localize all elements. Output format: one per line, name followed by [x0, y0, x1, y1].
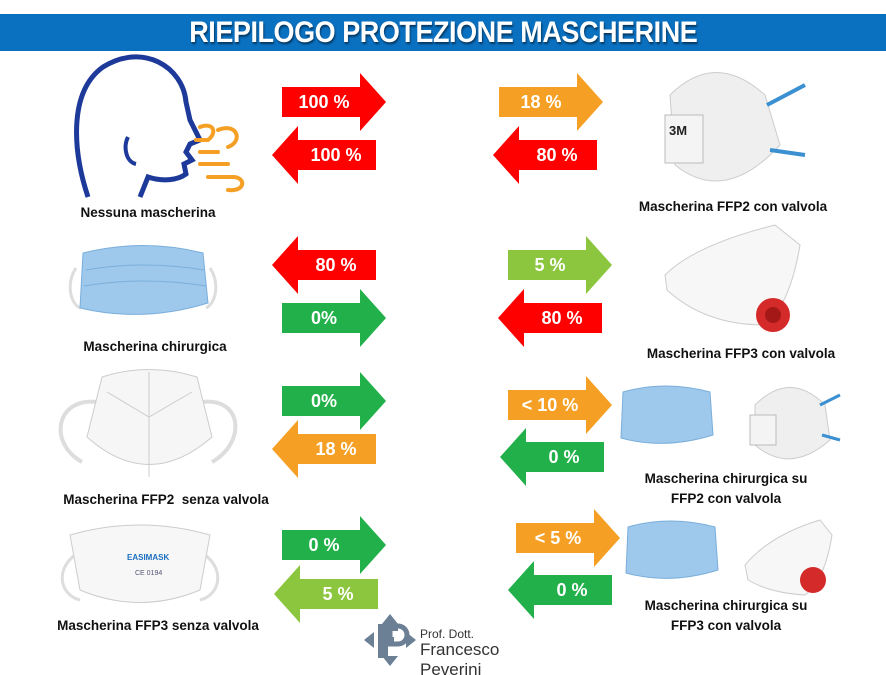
label-ffp3-valve: Mascherina FFP3 con valvola	[646, 346, 836, 361]
arrow-out: 100 %	[282, 73, 386, 131]
label-surgical-on-ffp3: Mascherina chirurgica su FFP3 con valvola	[644, 598, 808, 633]
arrow-in: 80 %	[493, 126, 597, 184]
ffp3-mask-no-valve-image: EASIMASK CE 0194	[60, 524, 220, 603]
arrow-in: 80 %	[272, 236, 376, 294]
label-ffp3-no-valve: Mascherina FFP3 senza valvola	[57, 618, 259, 633]
arrow-out: 0%	[282, 289, 386, 347]
label-ffp2-no-valve: Mascherina FFP2 senza valvola	[63, 492, 269, 507]
ffp3-mask-valve-image	[664, 224, 801, 332]
author-logo: Prof. Dott. Francesco Peverini	[362, 612, 562, 675]
arrow-in: 18 %	[272, 420, 376, 478]
label-surgical: Mascherina chirurgica	[83, 339, 227, 354]
surgical-over-ffp3-image	[625, 519, 833, 596]
arrow-in: 100 %	[272, 126, 376, 184]
arrow-out: 18 %	[499, 73, 603, 131]
arrow-out: 5 %	[508, 236, 612, 294]
fp-logo-icon	[364, 614, 416, 666]
svg-text:3M: 3M	[669, 123, 687, 138]
svg-text:CE 0194: CE 0194	[135, 570, 162, 577]
arrow-out: < 5 %	[516, 509, 620, 567]
arrow-out: 0 %	[282, 516, 386, 574]
arrow-in: 0 %	[500, 428, 604, 486]
arrow-out: 0%	[282, 372, 386, 430]
head-breathing-icon	[74, 54, 245, 198]
author-name: Francesco Peverini	[420, 640, 500, 675]
page-title: RIEPILOGO PROTEZIONE MASCHERINE	[188, 15, 698, 49]
arrow-in: 80 %	[498, 289, 602, 347]
surgical-mask-image	[68, 245, 218, 315]
label-ffp2-valve: Mascherina FFP2 con valvola	[638, 199, 828, 214]
author-title: Prof. Dott.	[420, 627, 475, 641]
label-surgical-on-ffp2: Mascherina chirurgica su FFP2 con valvola	[644, 471, 808, 506]
ffp2-mask-no-valve-image	[58, 369, 238, 477]
arrow-in: 5 %	[274, 565, 378, 623]
title-banner: RIEPILOGO PROTEZIONE MASCHERINE	[0, 14, 886, 51]
easimask-print: EASIMASK	[127, 553, 169, 562]
label-no-mask: Nessuna mascherina	[80, 205, 216, 220]
ffp2-mask-valve-image: 3M	[664, 72, 806, 182]
surgical-over-ffp2-image	[620, 385, 841, 460]
arrow-out: < 10 %	[508, 376, 612, 434]
arrow-in: 0 %	[508, 561, 612, 619]
